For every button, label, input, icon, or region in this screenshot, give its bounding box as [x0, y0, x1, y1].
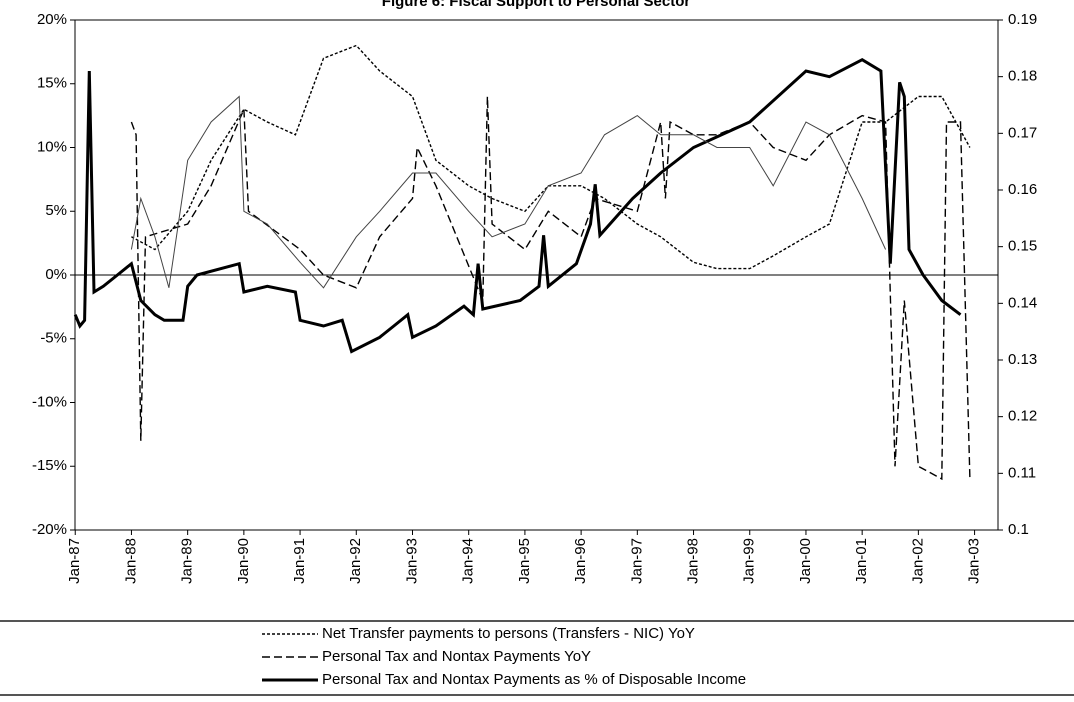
y-tick-label: 20% [37, 11, 67, 28]
y2-tick-label: 0.11 [1008, 464, 1036, 481]
y2-tick-label: 0.1 [1008, 521, 1029, 538]
x-tick-label: Jan-93 [403, 538, 420, 584]
y2-tick-label: 0.14 [1008, 294, 1037, 311]
x-tick-label: Jan-90 [235, 538, 252, 584]
y2-tick-label: 0.13 [1008, 351, 1037, 368]
y-tick-label: -15% [32, 457, 67, 474]
x-tick-label: Jan-97 [628, 538, 645, 584]
x-tick-label: Jan-02 [909, 538, 926, 584]
x-tick-label: Jan-89 [179, 538, 196, 584]
chart-title: Figure 6: Fiscal Support to Personal Sec… [382, 0, 691, 10]
y-tick-label: -20% [32, 521, 67, 538]
y-tick-label: -5% [40, 330, 67, 347]
y2-tick-label: 0.18 [1008, 68, 1037, 85]
x-tick-label: Jan-94 [460, 538, 477, 584]
x-tick-label: Jan-92 [347, 538, 364, 584]
y2-tick-label: 0.19 [1008, 11, 1037, 28]
x-tick-label: Jan-98 [685, 538, 702, 584]
y-tick-label: 5% [45, 202, 67, 219]
x-tick-label: Jan-87 [66, 538, 83, 584]
x-tick-label: Jan-91 [291, 538, 308, 584]
y-tick-label: 10% [37, 138, 67, 155]
y2-tick-label: 0.16 [1008, 181, 1037, 198]
x-tick-label: Jan-95 [516, 538, 533, 584]
y2-tick-label: 0.17 [1008, 124, 1037, 141]
x-tick-label: Jan-03 [966, 538, 983, 584]
y-tick-label: -10% [32, 393, 67, 410]
legend-label: Net Transfer payments to persons (Transf… [322, 625, 695, 642]
series-line [131, 44, 971, 270]
x-tick-label: Jan-99 [741, 538, 758, 584]
legend-label: Personal Tax and Nontax Payments as % of… [322, 671, 746, 688]
series-line [130, 95, 887, 289]
x-tick-label: Jan-88 [122, 538, 139, 584]
y2-tick-label: 0.12 [1008, 408, 1037, 425]
y2-tick-label: 0.15 [1008, 238, 1037, 255]
series-line [73, 57, 962, 354]
x-tick-label: Jan-01 [853, 538, 870, 584]
legend-label: Personal Tax and Nontax Payments YoY [322, 648, 591, 665]
y-tick-label: 0% [45, 266, 67, 283]
x-tick-label: Jan-00 [797, 538, 814, 584]
y-tick-label: 15% [37, 75, 67, 92]
x-tick-label: Jan-96 [572, 538, 589, 584]
